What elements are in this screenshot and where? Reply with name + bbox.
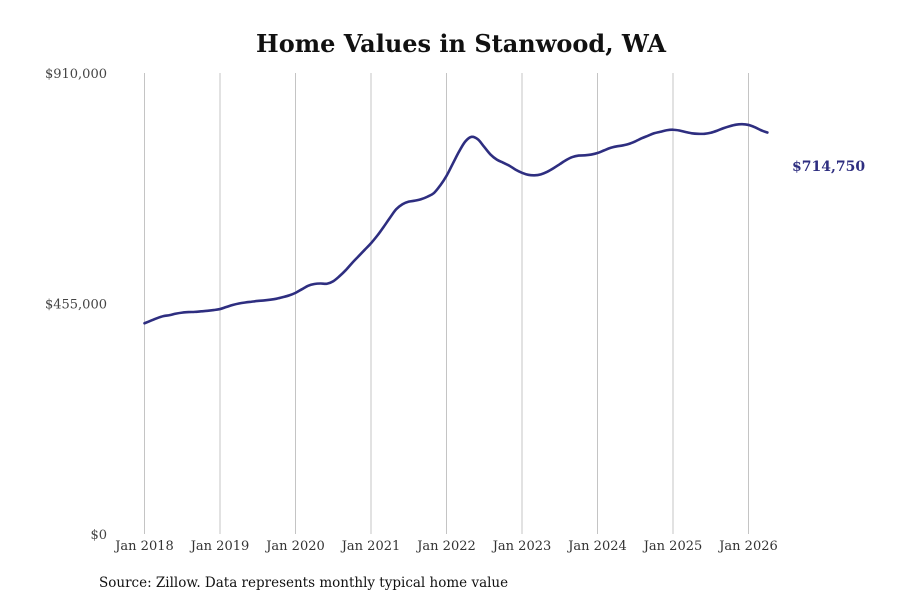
x-tick-label: Jan 2020 [264, 539, 325, 554]
x-tick-label: Jan 2019 [189, 539, 250, 554]
y-tick-label: $910,000 [45, 67, 107, 82]
x-tick-label: Jan 2026 [717, 539, 778, 554]
x-tick-label: Jan 2023 [491, 539, 552, 554]
x-tick-label: Jan 2021 [340, 539, 401, 554]
end-value-label: $714,750 [792, 159, 865, 175]
y-tick-label: $455,000 [45, 298, 107, 313]
y-axis: $0 $455,000 $910,000 [45, 67, 107, 543]
x-tick-label: Jan 2018 [113, 539, 174, 554]
source-note: Source: Zillow. Data represents monthly … [99, 575, 508, 591]
x-tick-label: Jan 2022 [415, 539, 476, 554]
x-axis: Jan 2018 Jan 2019 Jan 2020 Jan 2021 Jan 2022… [113, 539, 778, 554]
y-tick-label: $0 [90, 528, 107, 543]
series-line [143, 122, 769, 325]
gridlines [144, 73, 749, 534]
x-tick-label: Jan 2024 [566, 539, 627, 554]
x-tick-label: Jan 2025 [642, 539, 703, 554]
chart-title: Home Values in Stanwood, WA [256, 29, 666, 58]
